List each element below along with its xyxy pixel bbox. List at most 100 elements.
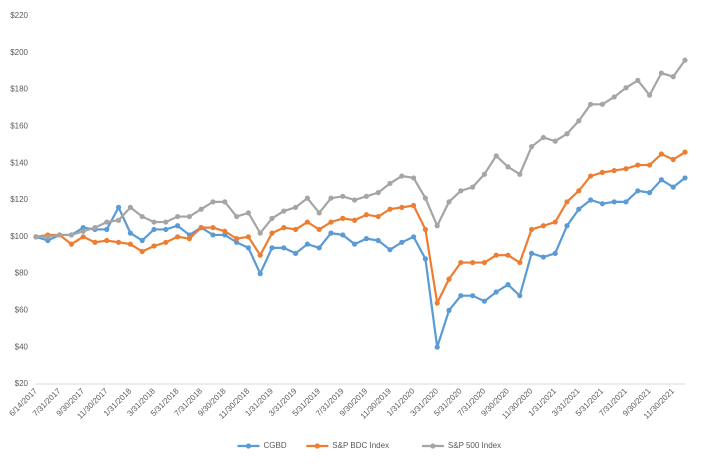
data-point xyxy=(257,271,263,277)
y-tick-label: $80 xyxy=(15,269,29,278)
data-point xyxy=(682,175,688,181)
data-point xyxy=(670,184,676,190)
data-point xyxy=(116,239,122,245)
data-point xyxy=(352,197,358,203)
data-point xyxy=(139,237,145,244)
data-point xyxy=(45,237,51,244)
data-point xyxy=(363,236,369,242)
y-tick-label: $140 xyxy=(10,158,28,167)
data-point xyxy=(505,282,511,288)
data-point xyxy=(375,213,381,220)
data-point xyxy=(269,215,275,221)
data-point xyxy=(611,94,617,100)
data-point xyxy=(151,226,157,233)
data-point xyxy=(552,138,558,144)
data-point xyxy=(434,300,440,306)
data-point xyxy=(163,226,169,233)
data-point xyxy=(234,236,240,242)
data-point xyxy=(328,230,334,236)
data-point xyxy=(411,234,417,240)
data-point xyxy=(399,173,405,179)
data-point xyxy=(517,259,523,266)
data-point xyxy=(375,190,381,196)
data-point xyxy=(470,293,476,299)
data-point xyxy=(363,212,369,218)
data-point xyxy=(127,230,133,236)
data-point xyxy=(80,228,86,234)
data-point xyxy=(446,199,452,205)
data-point xyxy=(175,213,181,220)
data-point xyxy=(623,199,629,205)
y-tick-label: $120 xyxy=(10,195,28,204)
data-point xyxy=(623,166,629,172)
data-point xyxy=(599,201,606,207)
data-point xyxy=(33,234,39,240)
data-point xyxy=(340,215,346,221)
data-point xyxy=(635,162,641,168)
data-point xyxy=(481,171,487,177)
data-point xyxy=(198,225,204,231)
data-point xyxy=(352,241,358,247)
data-point xyxy=(635,188,641,194)
data-point xyxy=(647,190,653,196)
data-point xyxy=(281,245,287,251)
data-point xyxy=(422,195,428,201)
data-point xyxy=(139,248,145,255)
data-point xyxy=(80,234,86,240)
data-point xyxy=(104,219,110,225)
data-point xyxy=(293,250,299,256)
data-point xyxy=(670,74,676,80)
data-point xyxy=(505,164,511,170)
data-point xyxy=(186,236,192,242)
data-point xyxy=(328,219,334,225)
data-point xyxy=(658,177,665,183)
data-point xyxy=(434,344,440,350)
data-point xyxy=(234,213,240,220)
y-tick-label: $180 xyxy=(10,85,28,94)
data-point xyxy=(281,225,287,231)
data-point xyxy=(599,101,606,107)
data-point xyxy=(635,77,641,83)
data-point xyxy=(163,219,169,225)
data-point xyxy=(470,184,476,190)
data-point xyxy=(340,193,346,199)
data-point xyxy=(316,210,322,216)
data-point xyxy=(304,219,310,225)
legend-label: CGBD xyxy=(264,441,287,450)
data-point xyxy=(234,239,240,245)
data-point xyxy=(670,156,676,163)
data-point xyxy=(375,237,381,244)
data-point xyxy=(481,259,487,266)
data-point xyxy=(387,247,393,253)
data-point xyxy=(399,204,405,210)
legend-label: S&P 500 Index xyxy=(448,441,501,450)
data-point xyxy=(682,149,688,155)
data-point xyxy=(446,276,452,282)
data-point xyxy=(363,193,369,199)
data-point xyxy=(198,206,204,212)
data-point xyxy=(611,199,617,205)
data-point xyxy=(269,230,275,236)
data-point xyxy=(210,199,216,205)
data-point xyxy=(293,204,299,210)
data-point xyxy=(658,151,665,157)
y-tick-label: $20 xyxy=(15,379,29,388)
data-point xyxy=(658,70,665,76)
data-point xyxy=(517,171,523,177)
data-point xyxy=(210,232,216,238)
data-point xyxy=(127,241,133,247)
data-point xyxy=(269,245,275,251)
data-point xyxy=(540,254,547,260)
data-point xyxy=(564,199,570,205)
data-point xyxy=(529,144,535,150)
data-point xyxy=(623,85,629,91)
data-point xyxy=(127,204,133,210)
data-point xyxy=(222,232,228,238)
data-point xyxy=(293,226,299,233)
data-point xyxy=(564,223,570,229)
data-point xyxy=(387,180,393,187)
y-tick-label: $220 xyxy=(10,11,28,20)
legend-marker xyxy=(430,443,436,449)
data-point xyxy=(163,239,169,245)
